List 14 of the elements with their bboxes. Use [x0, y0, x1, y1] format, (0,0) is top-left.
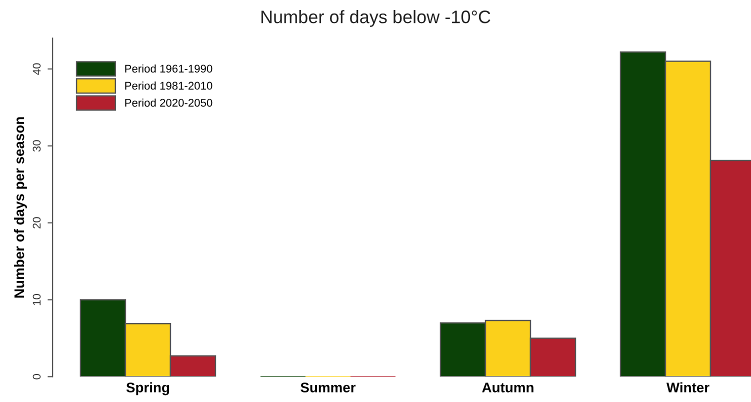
y-tick-label: 0 — [32, 374, 41, 380]
x-tick-label: Summer — [300, 382, 356, 392]
legend-label: Period 1961-1990 — [125, 64, 212, 73]
legend-label: Period 2020-2050 — [125, 98, 212, 107]
x-tick-label: Autumn — [482, 382, 534, 392]
y-tick-label: 10 — [32, 294, 41, 306]
y-axis-title: Number of days per season — [14, 117, 27, 298]
y-tick-label: 40 — [32, 63, 41, 75]
y-tick-label: 30 — [32, 140, 41, 152]
legend-label: Period 1981-2010 — [125, 82, 212, 90]
x-tick-label: Spring — [126, 382, 170, 396]
chart-title: Number of days below -10°C — [261, 10, 490, 27]
x-tick-label: Winter — [666, 382, 710, 392]
y-tick-label: 20 — [32, 217, 41, 228]
